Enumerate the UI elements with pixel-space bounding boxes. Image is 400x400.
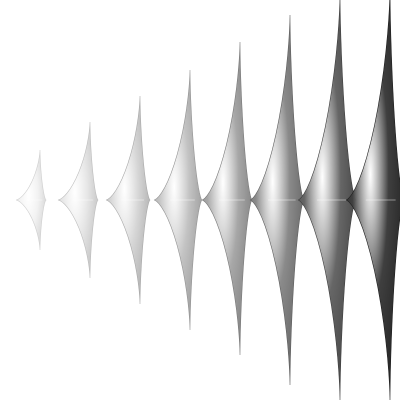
astroid-shape-8: [345, 0, 400, 400]
astroid-shape-2: [57, 121, 99, 279]
astroid-shape-7: [297, 0, 357, 400]
astroid-shape-3: [105, 95, 151, 305]
astroid-shape-6: [249, 14, 305, 386]
astroid-shape-5: [201, 41, 253, 356]
shape-row: [15, 0, 400, 400]
astroid-shape-4: [153, 69, 203, 331]
astroid-shape-1: [15, 149, 47, 251]
